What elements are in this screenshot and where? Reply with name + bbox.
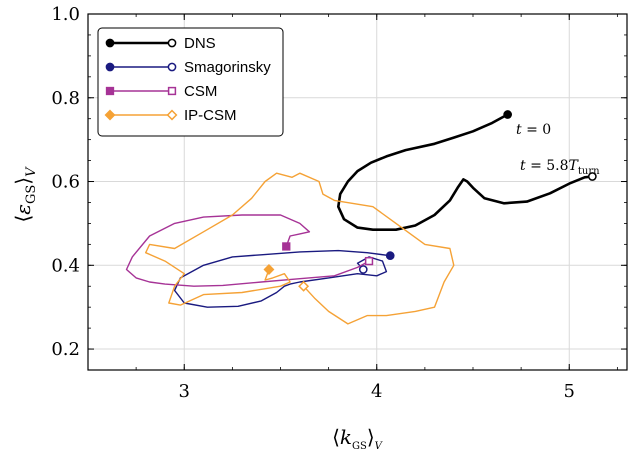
series-start-marker-ip-csm xyxy=(263,264,275,275)
series-end-marker-smagorinsky xyxy=(358,265,368,274)
series-start-marker-smagorinsky xyxy=(385,251,395,261)
series-end-marker-ip-csm xyxy=(298,280,310,292)
legend-start-marker-ip-csm xyxy=(104,109,116,121)
series-group xyxy=(125,110,597,325)
y-tick-label: 1.0 xyxy=(51,4,80,25)
y-axis-label: ⟨εGS⟩V xyxy=(11,166,39,223)
legend-label-dns: DNS xyxy=(184,35,216,52)
y-tick-label: 0.4 xyxy=(51,255,80,276)
y-ticks: 0.2 0.4 0.6 0.8 1.0 xyxy=(51,4,627,360)
x-tick-label: 4 xyxy=(371,381,382,402)
x-tick-label: 5 xyxy=(564,381,575,402)
series-end-marker-csm xyxy=(364,256,374,266)
legend-end-marker-ip-csm xyxy=(166,109,178,121)
legend-start-marker-smagorinsky xyxy=(105,62,115,72)
legend-end-marker-csm xyxy=(167,86,177,96)
series-line-dns xyxy=(336,113,594,231)
legend-label-ip-csm: IP-CSM xyxy=(184,107,237,124)
legend-label-csm: CSM xyxy=(184,83,217,100)
y-tick-label: 0.2 xyxy=(51,339,80,360)
series-line-smagorinsky xyxy=(173,249,391,308)
y-tick-label: 0.8 xyxy=(51,88,80,109)
annotation-tend: t = 5.8Tturn xyxy=(520,158,600,177)
x-ticks: 3 4 5 xyxy=(87,14,618,402)
series-end-marker-dns xyxy=(588,172,597,181)
legend-label-smagorinsky: Smagorinsky xyxy=(184,59,271,76)
legend-start-marker-csm xyxy=(105,86,115,96)
legend-start-marker-dns xyxy=(105,38,115,48)
series-line-ip-csm xyxy=(144,172,455,325)
legend-box xyxy=(97,27,284,137)
plot-frame xyxy=(87,13,628,371)
legend-end-marker-smagorinsky xyxy=(167,62,177,72)
legend: DNS Smagorinsky CSM IP-CSM xyxy=(97,27,284,137)
annotation-t0: t = 0 xyxy=(516,122,551,138)
series-start-marker-csm xyxy=(282,242,291,251)
y-tick-label: 0.6 xyxy=(51,172,80,193)
legend-end-marker-dns xyxy=(167,38,177,48)
x-tick-label: 3 xyxy=(179,381,190,402)
series-line-csm xyxy=(125,214,370,287)
x-axis-label: ⟨kGS⟩V xyxy=(332,425,384,452)
series-start-marker-dns xyxy=(503,110,512,119)
